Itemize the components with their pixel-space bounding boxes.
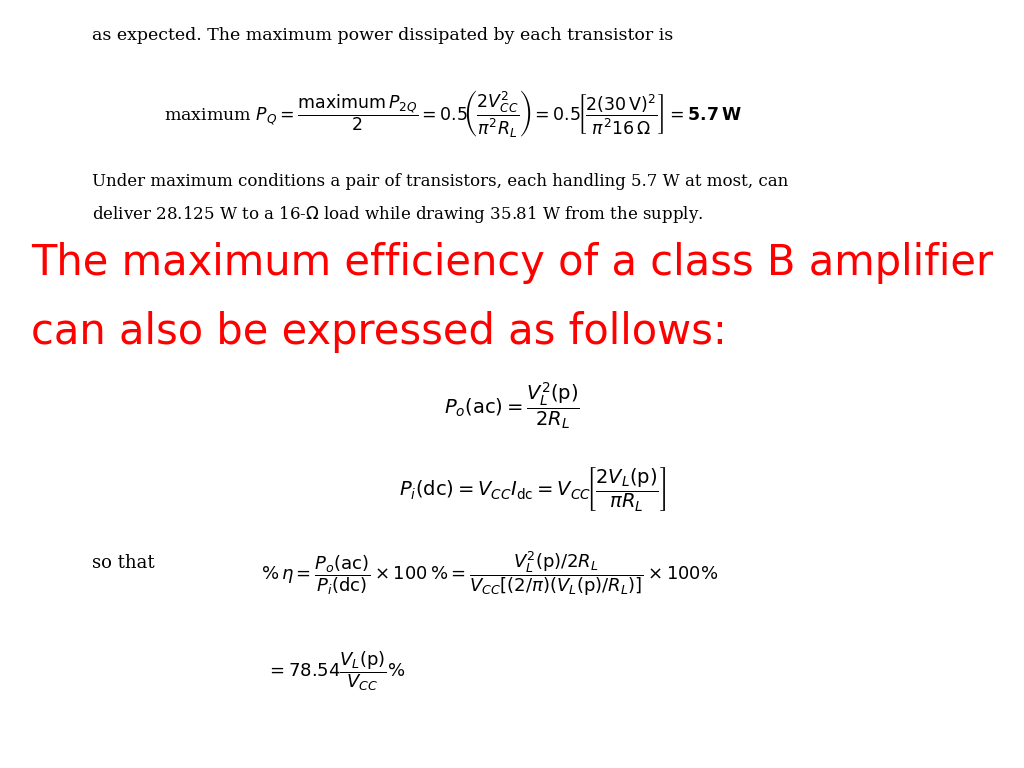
- Text: $\%\,\eta = \dfrac{P_o(\mathrm{ac})}{P_i(\mathrm{dc})} \times 100\,\% = \dfrac{V: $\%\,\eta = \dfrac{P_o(\mathrm{ac})}{P_i…: [261, 549, 719, 598]
- Text: maximum $P_Q = \dfrac{\mathrm{maximum}\, P_{2Q}}{2} = 0.5\!\left(\dfrac{2V_{CC}^: maximum $P_Q = \dfrac{\mathrm{maximum}\,…: [164, 88, 741, 139]
- Text: deliver 28.125 W to a 16-$\Omega$ load while drawing 35.81 W from the supply.: deliver 28.125 W to a 16-$\Omega$ load w…: [92, 204, 703, 224]
- Text: can also be expressed as follows:: can also be expressed as follows:: [31, 311, 727, 353]
- Text: Under maximum conditions a pair of transistors, each handling 5.7 W at most, can: Under maximum conditions a pair of trans…: [92, 173, 788, 190]
- Text: as expected. The maximum power dissipated by each transistor is: as expected. The maximum power dissipate…: [92, 27, 674, 44]
- Text: The maximum efficiency of a class B amplifier: The maximum efficiency of a class B ampl…: [31, 242, 993, 284]
- Text: $P_o(\mathrm{ac}) = \dfrac{V_L^2(\mathrm{p})}{2R_L}$: $P_o(\mathrm{ac}) = \dfrac{V_L^2(\mathrm…: [444, 380, 580, 431]
- Text: so that: so that: [92, 554, 155, 572]
- Text: $= 78.54\dfrac{V_L(\mathrm{p})}{V_{CC}}\%$: $= 78.54\dfrac{V_L(\mathrm{p})}{V_{CC}}\…: [266, 649, 406, 693]
- Text: $P_i(\mathrm{dc}) = V_{CC}I_{\mathrm{dc}} = V_{CC}\!\left[\dfrac{2V_L(\mathrm{p}: $P_i(\mathrm{dc}) = V_{CC}I_{\mathrm{dc}…: [399, 465, 666, 513]
